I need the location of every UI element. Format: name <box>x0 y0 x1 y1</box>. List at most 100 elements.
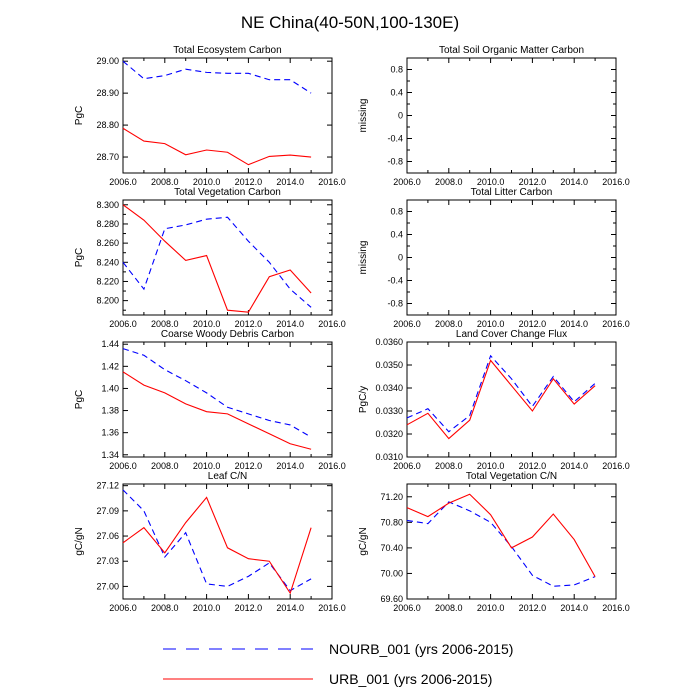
x-tick-label: 2010.0 <box>193 603 221 613</box>
x-tick-label: 2012.0 <box>235 319 263 329</box>
x-tick-label: 2014.0 <box>276 461 304 471</box>
y-axis-label: PgC <box>74 390 85 409</box>
y-axis-label: missing <box>358 241 369 275</box>
panel-title: Total Soil Organic Matter Carbon <box>439 45 584 56</box>
panel-5: Coarse Woody Debris Carbon 2006.0 2008.0 20… <box>74 329 346 471</box>
x-tick-label: 2008.0 <box>151 177 179 187</box>
x-tick-label: 2010.0 <box>477 319 505 329</box>
figure-title: NE China(40-50N,100-130E) <box>241 13 459 32</box>
x-tick-label: 2016.0 <box>602 603 630 613</box>
panel-8: Total Vegetation C/N 2006.0 2008.0 2010.0 20… <box>358 471 630 613</box>
panel-2: Total Soil Organic Matter Carbon 2006.0 20… <box>358 45 630 187</box>
y-tick-label: 0.0320 <box>375 429 403 439</box>
x-tick-label: 2008.0 <box>151 603 179 613</box>
series-line-nourb-001 <box>406 354 596 433</box>
x-tick-label: 2010.0 <box>477 177 505 187</box>
panel-7: Leaf C/N 2006.0 2008.0 2010.0 2012.0 2014.0 20… <box>74 471 346 613</box>
x-tick-label: 2006.0 <box>393 177 421 187</box>
y-tick-label: 28.70 <box>96 152 119 162</box>
x-tick-label: 2008.0 <box>435 177 463 187</box>
x-tick-label: 2008.0 <box>435 603 463 613</box>
y-axis-label: missing <box>358 99 369 133</box>
x-tick-label: 2008.0 <box>435 461 463 471</box>
x-tick-label: 2006.0 <box>109 177 137 187</box>
y-tick-label: 0.0310 <box>375 452 403 462</box>
y-tick-label: 27.09 <box>96 506 119 516</box>
plot-frame <box>406 341 617 458</box>
x-tick-label: 2012.0 <box>235 461 263 471</box>
x-tick-label: 2008.0 <box>435 319 463 329</box>
panel-4: Total Litter Carbon 2006.0 2008.0 2010.0 201… <box>358 187 630 329</box>
x-tick-label: 2010.0 <box>193 319 221 329</box>
y-tick-label: 0.0340 <box>375 383 403 393</box>
series-line-nourb-001 <box>406 501 596 587</box>
legend-label: URB_001 (yrs 2006-2015) <box>329 671 492 687</box>
y-tick-label: 1.40 <box>101 383 119 393</box>
panel-3: Total Vegetation Carbon 2006.0 2008.0 2010.… <box>74 187 346 329</box>
panel-title: Leaf C/N <box>208 471 247 482</box>
plot-frame <box>122 483 333 600</box>
y-tick-label: 1.34 <box>101 450 119 460</box>
x-tick-label: 2006.0 <box>109 603 137 613</box>
y-tick-label: 0.4 <box>390 88 403 98</box>
plot-frame <box>122 341 333 458</box>
y-tick-label: -0.4 <box>387 134 403 144</box>
y-tick-label: 1.38 <box>101 406 119 416</box>
y-tick-label: 28.80 <box>96 120 119 130</box>
y-tick-label: 70.40 <box>380 543 403 553</box>
y-tick-label: 1.42 <box>101 361 119 371</box>
x-tick-label: 2016.0 <box>602 319 630 329</box>
series-line-urb-001 <box>406 493 596 577</box>
x-tick-label: 2006.0 <box>109 461 137 471</box>
x-tick-label: 2016.0 <box>318 177 346 187</box>
y-tick-label: 27.06 <box>96 531 119 541</box>
y-axis-label: PgC/y <box>358 386 369 413</box>
y-tick-label: 28.90 <box>96 88 119 98</box>
panel-title: Land Cover Change Flux <box>456 329 567 340</box>
x-tick-label: 2008.0 <box>151 319 179 329</box>
x-tick-label: 2010.0 <box>193 177 221 187</box>
y-axis-label: PgC <box>74 248 85 267</box>
x-tick-label: 2012.0 <box>519 603 547 613</box>
y-tick-label: 0.0350 <box>375 360 403 370</box>
x-tick-label: 2016.0 <box>318 603 346 613</box>
x-tick-label: 2014.0 <box>560 461 588 471</box>
y-tick-label: 27.12 <box>96 481 119 491</box>
y-tick-label: 70.80 <box>380 517 403 527</box>
x-tick-label: 2006.0 <box>393 319 421 329</box>
plot-frame <box>406 57 617 174</box>
x-tick-label: 2014.0 <box>560 319 588 329</box>
series-line-urb-001 <box>122 204 312 313</box>
y-axis-label: PgC <box>74 106 85 125</box>
panel-title: Total Vegetation Carbon <box>174 187 281 198</box>
x-tick-label: 2006.0 <box>109 319 137 329</box>
y-tick-label: 70.00 <box>380 568 403 578</box>
y-tick-label: -0.8 <box>387 157 403 167</box>
series-line-urb-001 <box>122 127 312 166</box>
x-tick-label: 2006.0 <box>393 603 421 613</box>
panel-title: Total Ecosystem Carbon <box>173 45 281 56</box>
y-tick-label: 8.300 <box>96 200 119 210</box>
y-axis-label: gC/gN <box>74 527 85 555</box>
y-tick-label: 0 <box>398 111 403 121</box>
y-tick-label: -0.4 <box>387 276 403 286</box>
x-tick-label: 2014.0 <box>560 603 588 613</box>
x-tick-label: 2016.0 <box>318 461 346 471</box>
y-tick-label: 8.280 <box>96 219 119 229</box>
y-tick-label: 0.0330 <box>375 406 403 416</box>
x-tick-label: 2006.0 <box>393 461 421 471</box>
y-tick-label: 8.260 <box>96 238 119 248</box>
y-tick-label: 0.8 <box>390 207 403 217</box>
series-line-nourb-001 <box>122 216 312 308</box>
panel-6: Land Cover Change Flux 2006.0 2008.0 2010.0… <box>358 329 630 471</box>
series-line-nourb-001 <box>122 60 312 94</box>
legend-label: NOURB_001 (yrs 2006-2015) <box>329 641 513 657</box>
y-tick-label: 0.0360 <box>375 337 403 347</box>
y-tick-label: 1.36 <box>101 428 119 438</box>
x-tick-label: 2012.0 <box>235 177 263 187</box>
plot-frame <box>406 483 617 600</box>
y-tick-label: 8.220 <box>96 276 119 286</box>
panel-title: Total Litter Carbon <box>471 187 553 198</box>
y-tick-label: 27.00 <box>96 581 119 591</box>
